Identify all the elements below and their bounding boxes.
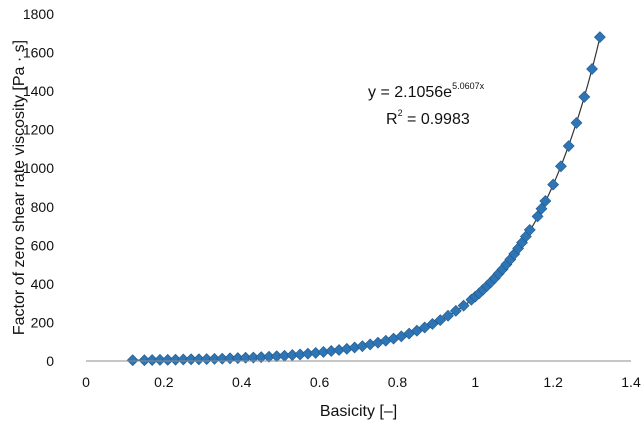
x-tick-label: 0.6 — [310, 374, 330, 390]
data-point — [185, 353, 198, 366]
r-squared-value: = 0.9983 — [403, 111, 470, 128]
x-tick-label: 0.8 — [388, 374, 408, 390]
r-squared-exponent: 2 — [398, 108, 403, 118]
y-tick-label: 800 — [31, 199, 55, 215]
x-axis-title: Basicity [–] — [320, 403, 397, 420]
data-point — [442, 309, 454, 322]
data-point — [434, 314, 447, 327]
data-point — [531, 210, 544, 223]
y-tick-label: 0 — [46, 353, 54, 369]
r-squared-text: R2 = 0.9983 — [386, 108, 470, 128]
y-tick-label: 1200 — [23, 122, 54, 138]
equation-base: y = 2.1056e — [368, 84, 452, 101]
data-point — [457, 299, 470, 312]
data-point — [586, 63, 598, 75]
data-point — [562, 140, 575, 152]
exponential-trendline — [132, 37, 601, 361]
data-point — [555, 160, 567, 173]
y-tick-label: 1800 — [23, 6, 54, 22]
data-point — [535, 202, 548, 215]
data-point — [523, 223, 536, 236]
y-axis-title: Factor of zero shear rate viscosity [Pa … — [11, 40, 28, 335]
equation-text: y = 2.1056e5.0607x — [368, 81, 485, 101]
data-point — [154, 353, 166, 366]
x-tick-label: 0.4 — [232, 374, 252, 390]
x-tick-label: 1.4 — [621, 374, 641, 390]
data-point — [449, 304, 462, 317]
data-point — [593, 31, 606, 44]
y-tick-label: 1000 — [23, 160, 54, 176]
data-point — [570, 116, 583, 129]
x-tick-label: 0 — [82, 374, 90, 390]
data-point — [126, 354, 139, 367]
y-axis-ticks: 0 200 400 600 800 1000 1200 1400 1600 1800 — [23, 6, 54, 369]
trendline-equation: y = 2.1056e5.0607x R2 = 0.9983 — [368, 81, 485, 128]
data-markers — [126, 31, 606, 367]
y-tick-label: 1600 — [23, 45, 54, 61]
x-tick-label: 0.2 — [154, 374, 174, 390]
x-tick-label: 1.2 — [543, 374, 563, 390]
data-point — [578, 90, 591, 103]
r-squared-prefix: R — [386, 111, 398, 128]
x-tick-label: 1 — [471, 374, 479, 390]
y-tick-label: 400 — [31, 276, 55, 292]
data-point — [547, 178, 560, 191]
axes: 0 0.2 0.4 0.6 0.8 1 1.2 1.4 0 200 400 600 800 1000 12… — [23, 6, 641, 390]
data-point — [426, 318, 439, 330]
y-tick-label: 1400 — [23, 83, 54, 99]
y-tick-label: 600 — [31, 237, 55, 253]
x-axis-ticks: 0 0.2 0.4 0.6 0.8 1 1.2 1.4 — [82, 374, 641, 390]
data-point — [539, 195, 552, 207]
y-tick-label: 200 — [31, 314, 55, 330]
plot-area — [126, 31, 606, 367]
equation-exponent: 5.0607x — [452, 81, 485, 91]
